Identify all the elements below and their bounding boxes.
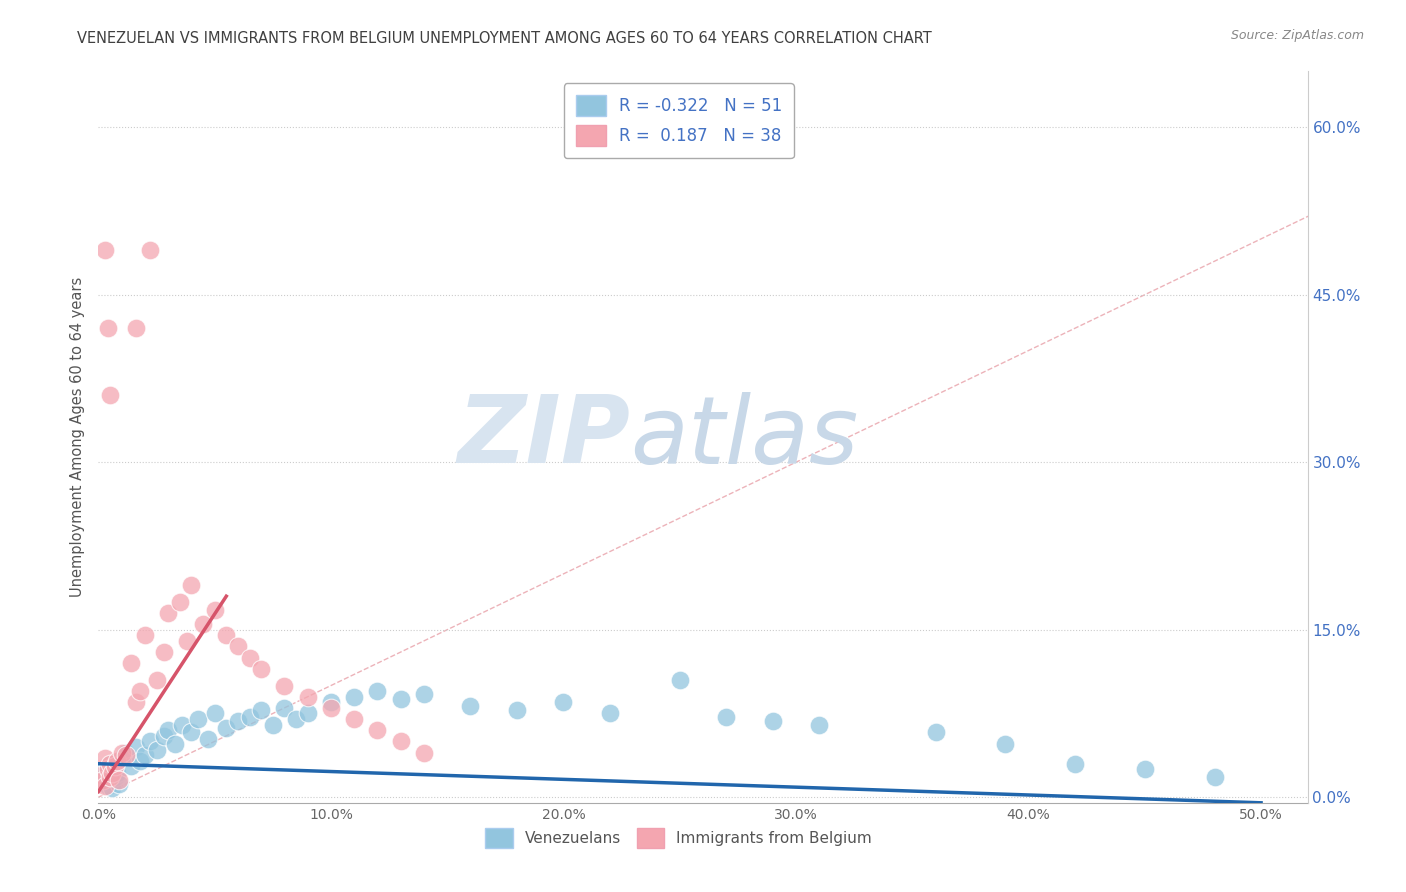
Point [152, 645, 174, 659]
Point [1064, 756, 1087, 771]
Point [124, 321, 146, 335]
Point [599, 706, 621, 721]
Point [90, 768, 112, 782]
Point [250, 662, 273, 676]
Point [1204, 770, 1226, 784]
Point [94, 762, 117, 776]
Point [152, 729, 174, 743]
Point [104, 770, 127, 784]
Point [145, 673, 167, 687]
Point [273, 679, 295, 693]
Point [101, 765, 124, 780]
Point [389, 734, 412, 748]
Point [191, 617, 214, 632]
Point [120, 759, 142, 773]
Point [101, 781, 124, 796]
Point [134, 628, 156, 642]
Point [215, 628, 238, 642]
Point [94, 243, 117, 257]
Point [413, 688, 436, 702]
Point [90, 768, 112, 782]
Point [98, 388, 121, 402]
Point [91, 773, 114, 788]
Point [105, 755, 128, 769]
Point [366, 684, 388, 698]
Point [97, 321, 120, 335]
Point [1133, 762, 1156, 776]
Point [108, 777, 131, 791]
Point [115, 746, 138, 760]
Text: atlas: atlas [630, 392, 859, 483]
Point [204, 602, 226, 616]
Point [180, 725, 202, 739]
Point [762, 714, 785, 729]
Point [460, 698, 482, 713]
Point [366, 723, 388, 738]
Point [120, 657, 142, 671]
Text: Source: ZipAtlas.com: Source: ZipAtlas.com [1230, 29, 1364, 42]
Point [413, 746, 436, 760]
Point [115, 747, 138, 762]
Point [239, 650, 262, 665]
Point [716, 710, 738, 724]
Point [145, 743, 167, 757]
Point [97, 762, 120, 776]
Point [668, 673, 690, 687]
Point [98, 770, 121, 784]
Point [250, 703, 273, 717]
Point [994, 737, 1017, 751]
Point [204, 706, 226, 721]
Point [319, 701, 342, 715]
Point [108, 773, 131, 788]
Text: ZIP: ZIP [457, 391, 630, 483]
Point [98, 756, 121, 771]
Point [97, 779, 120, 793]
Point [285, 712, 308, 726]
Point [111, 746, 134, 760]
Point [389, 692, 412, 706]
Point [129, 684, 152, 698]
Point [105, 765, 128, 780]
Point [262, 717, 284, 731]
Point [172, 717, 194, 731]
Point [273, 701, 295, 715]
Point [94, 779, 117, 793]
Point [297, 706, 319, 721]
Y-axis label: Unemployment Among Ages 60 to 64 years: Unemployment Among Ages 60 to 64 years [69, 277, 84, 598]
Point [239, 710, 262, 724]
Point [343, 690, 366, 704]
Point [165, 737, 187, 751]
Point [343, 712, 366, 726]
Point [134, 747, 156, 762]
Text: VENEZUELAN VS IMMIGRANTS FROM BELGIUM UNEMPLOYMENT AMONG AGES 60 TO 64 YEARS COR: VENEZUELAN VS IMMIGRANTS FROM BELGIUM UN… [77, 31, 932, 46]
Legend: Venezuelans, Immigrants from Belgium: Venezuelans, Immigrants from Belgium [479, 822, 879, 854]
Point [157, 606, 180, 620]
Point [157, 723, 180, 738]
Point [94, 751, 117, 765]
Point [553, 695, 575, 709]
Point [187, 712, 209, 726]
Point [169, 595, 191, 609]
Point [226, 714, 249, 729]
Point [197, 732, 219, 747]
Point [91, 773, 114, 788]
Point [98, 756, 121, 771]
Point [319, 695, 342, 709]
Point [924, 725, 946, 739]
Point [226, 640, 249, 654]
Point [138, 734, 160, 748]
Point [808, 717, 831, 731]
Point [180, 578, 202, 592]
Point [176, 633, 198, 648]
Point [297, 690, 319, 704]
Point [129, 755, 152, 769]
Point [138, 243, 160, 257]
Point [104, 759, 127, 773]
Point [124, 739, 146, 754]
Point [506, 703, 529, 717]
Point [215, 721, 238, 735]
Point [111, 751, 134, 765]
Point [124, 695, 146, 709]
